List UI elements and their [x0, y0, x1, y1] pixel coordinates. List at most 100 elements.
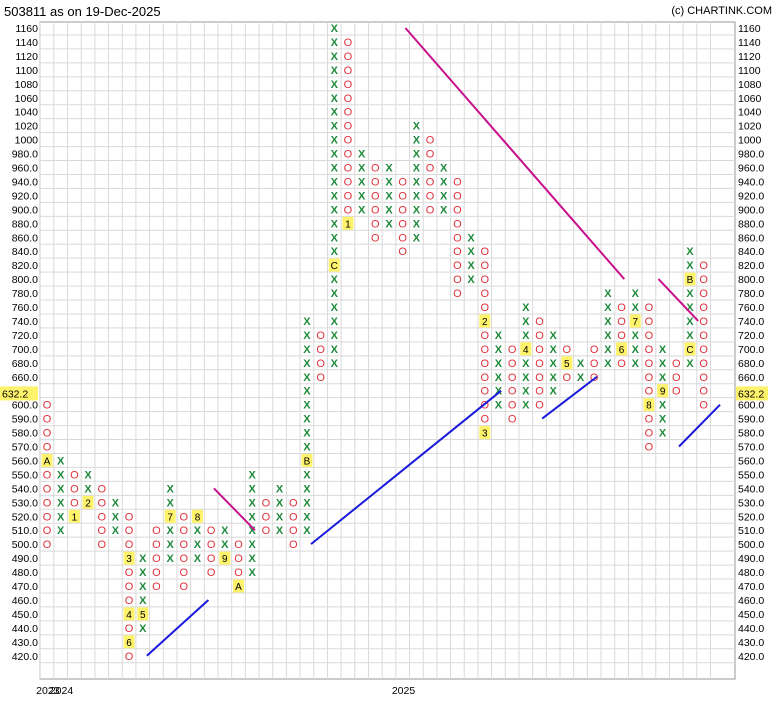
y-tick-label-right: 980.0: [738, 149, 764, 161]
month-marker-bg: [137, 607, 149, 621]
x-box: X: [303, 330, 311, 342]
x-box: X: [166, 497, 174, 509]
o-box: O: [508, 372, 517, 384]
month-marker: 5: [140, 610, 146, 621]
o-box: O: [316, 330, 325, 342]
x-box: X: [358, 163, 366, 175]
y-tick-label-left: 500.0: [12, 539, 38, 551]
x-box: X: [604, 330, 612, 342]
o-box: O: [289, 525, 298, 537]
y-tick-label-right: 840.0: [738, 246, 764, 258]
o-box: O: [480, 288, 489, 300]
o-box: O: [234, 567, 243, 579]
x-box: X: [57, 525, 65, 537]
x-axis-label: 2024: [50, 685, 74, 697]
x-box: X: [686, 246, 694, 258]
x-axis-label: 2023: [36, 685, 60, 697]
x-axis-label: 2025: [392, 685, 416, 697]
o-box: O: [207, 525, 216, 537]
month-marker: A: [44, 456, 51, 467]
x-box: X: [221, 539, 229, 551]
month-marker: 1: [345, 219, 351, 230]
x-box: X: [303, 497, 311, 509]
o-box: O: [371, 163, 380, 175]
o-box: O: [535, 330, 544, 342]
y-tick-label-right: 1140: [738, 37, 761, 49]
y-tick-label-right: 680.0: [738, 358, 764, 370]
last-price-label-left: 632.2: [2, 388, 28, 400]
y-tick-label-left: 560.0: [12, 455, 38, 467]
y-tick-label-left: 1000: [15, 135, 39, 147]
x-box: X: [331, 232, 339, 244]
x-box: X: [303, 372, 311, 384]
x-box: X: [604, 288, 612, 300]
y-tick-label-left: 740.0: [12, 316, 38, 328]
y-tick-label-left: 920.0: [12, 190, 38, 202]
y-tick-label-left: 680.0: [12, 358, 38, 370]
o-box: O: [371, 176, 380, 188]
y-tick-label-right: 500.0: [738, 539, 764, 551]
y-tick-label-left: 510.0: [12, 525, 38, 537]
y-tick-label-right: 420.0: [738, 651, 764, 663]
y-tick-label-left: 840.0: [12, 246, 38, 258]
o-box: O: [453, 190, 462, 202]
y-tick-label-right: 800.0: [738, 274, 764, 286]
o-box: O: [535, 400, 544, 412]
o-box: O: [152, 553, 161, 565]
month-marker: C: [686, 345, 693, 356]
x-box: X: [632, 344, 640, 356]
y-tick-label-left: 550.0: [12, 469, 38, 481]
x-box: X: [331, 37, 339, 49]
support-trendline: [678, 403, 721, 448]
y-tick-label-left: 960.0: [12, 163, 38, 175]
x-box: X: [331, 190, 339, 202]
o-box: O: [344, 149, 353, 161]
o-box: O: [289, 539, 298, 551]
y-tick-label-right: 860.0: [738, 232, 764, 244]
x-box: X: [112, 525, 120, 537]
x-box: X: [166, 525, 174, 537]
x-box: X: [331, 65, 339, 77]
x-box: X: [331, 358, 339, 370]
o-box: O: [180, 581, 189, 593]
x-box: X: [549, 344, 557, 356]
o-box: O: [125, 595, 134, 607]
x-box: X: [166, 539, 174, 551]
o-box: O: [672, 358, 681, 370]
o-box: O: [480, 372, 489, 384]
o-box: O: [316, 372, 325, 384]
y-tick-label-right: 600.0: [738, 400, 764, 412]
x-box: X: [276, 497, 284, 509]
month-marker: 9: [222, 554, 228, 565]
y-tick-label-left: 440.0: [12, 623, 38, 635]
o-box: O: [590, 344, 599, 356]
x-box: X: [549, 330, 557, 342]
y-tick-label-left: 720.0: [12, 330, 38, 342]
x-box: X: [495, 330, 503, 342]
o-box: O: [125, 525, 134, 537]
o-box: O: [535, 386, 544, 398]
y-tick-label-right: 1120: [738, 51, 761, 63]
o-box: O: [371, 218, 380, 230]
o-box: O: [453, 176, 462, 188]
o-box: O: [398, 176, 407, 188]
y-tick-label-left: 820.0: [12, 260, 38, 272]
o-box: O: [398, 246, 407, 258]
x-box: X: [303, 386, 311, 398]
x-box: X: [522, 400, 530, 412]
x-box: X: [57, 483, 65, 495]
x-box: X: [166, 553, 174, 565]
o-box: O: [43, 511, 52, 523]
o-box: O: [645, 344, 654, 356]
o-box: O: [617, 330, 626, 342]
y-tick-label-right: 920.0: [738, 190, 764, 202]
x-box: X: [686, 358, 694, 370]
last-price-tag-right: [736, 386, 768, 401]
o-box: O: [180, 511, 189, 523]
month-marker: 6: [619, 345, 625, 356]
o-box: O: [125, 623, 134, 635]
o-box: O: [344, 93, 353, 105]
x-box: X: [57, 455, 65, 467]
x-box: X: [194, 553, 202, 565]
month-marker: 2: [85, 498, 91, 509]
